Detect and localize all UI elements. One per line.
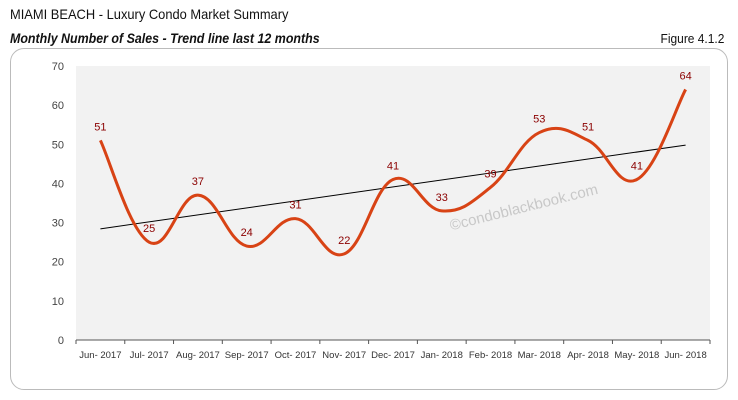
data-label: 33 [436,192,448,204]
data-label: 37 [192,176,204,188]
x-tick-label: Nov- 2017 [322,350,366,361]
x-tick-label: May- 2018 [614,350,659,361]
data-label: 51 [582,121,594,133]
figure-number: Figure 4.1.2 [660,31,724,46]
chart-subtitle: Monthly Number of Sales - Trend line las… [10,31,320,46]
x-tick-label: Dec- 2017 [371,350,415,361]
x-tick-label: Apr- 2018 [567,350,609,361]
trend-line [100,144,686,230]
y-tick-label: 60 [52,100,64,112]
y-tick-label: 40 [52,178,64,190]
data-label: 39 [484,168,496,180]
y-tick-label: 50 [52,139,64,151]
x-tick-label: Mar- 2018 [518,350,561,361]
data-label: 22 [338,235,350,247]
x-tick-label: Jan- 2018 [421,350,463,361]
data-label: 25 [143,223,155,235]
x-tick-label: Jul- 2017 [130,350,169,361]
y-tick-label: 30 [52,218,64,230]
x-tick-label: Aug- 2017 [176,350,220,361]
y-tick-label: 20 [52,257,64,269]
chart-frame [10,48,728,390]
x-tick-label: Oct- 2017 [275,350,317,361]
y-tick-label: 70 [52,61,64,73]
y-tick-label: 0 [58,335,64,347]
plot-area [76,66,710,340]
data-label: 51 [94,121,106,133]
data-label: 31 [289,200,301,212]
data-label: 53 [533,114,545,126]
series-line [99,88,687,257]
x-tick-label: Feb- 2018 [469,350,512,361]
data-label: 41 [631,161,643,173]
x-tick-label: Jun- 2017 [79,350,121,361]
chart-title: MIAMI BEACH - Luxury Condo Market Summar… [10,6,289,22]
data-label: 41 [387,161,399,173]
data-label: 24 [241,227,253,239]
x-tick-label: Sep- 2017 [225,350,269,361]
data-label: 64 [679,70,691,82]
y-tick-label: 10 [52,296,64,308]
x-tick-label: Jun- 2018 [664,350,706,361]
